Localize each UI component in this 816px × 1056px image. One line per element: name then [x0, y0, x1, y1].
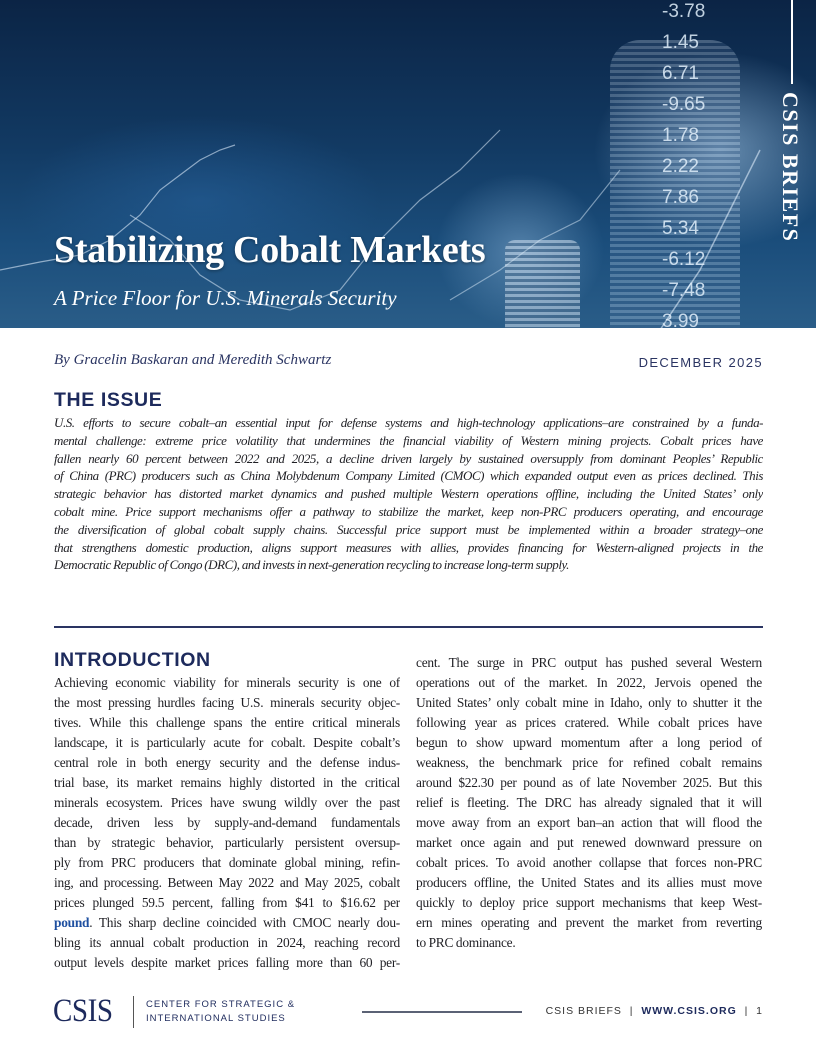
text-line: ern mines operating and prevent the mark… — [416, 915, 762, 930]
ticker-number: -6.12 — [662, 249, 706, 270]
text-line: bling its annual cobalt production in 20… — [54, 935, 400, 950]
ticker-number: 1.78 — [662, 125, 699, 146]
ticker-number: 6.71 — [662, 63, 699, 84]
ticker-number: -3.78 — [662, 1, 706, 22]
text-line: ply from PRC producers that dominate glo… — [54, 855, 400, 870]
ticker-number: -9.65 — [662, 94, 706, 115]
text-line: U.S. efforts to secure cobalt–an essenti… — [54, 415, 763, 430]
text-line: landscape, it is particularly acute for … — [54, 735, 400, 750]
page-title: Stabilizing Cobalt Markets — [54, 229, 486, 271]
hero-banner: -3.78 1.45 6.71 -9.65 1.78 2.22 7.86 5.3… — [0, 0, 816, 328]
text-line: producers offline, the United States and… — [416, 875, 762, 890]
page-subtitle: A Price Floor for U.S. Minerals Security — [54, 286, 397, 310]
text-line: relief is fleeting. The DRC has already … — [416, 795, 762, 810]
section-divider — [54, 626, 763, 628]
text-line: the most pressing hurdles facing U.S. mi… — [54, 695, 400, 710]
text-line: Achieving economic viability for mineral… — [54, 675, 400, 690]
separator: | — [625, 1005, 638, 1017]
logo-divider — [133, 996, 134, 1028]
pound-source-link[interactable]: pound — [54, 915, 90, 930]
issue-heading: THE ISSUE — [54, 389, 163, 411]
text-line: that strengthens domestic production, al… — [54, 539, 763, 555]
issue-summary: U.S. efforts to secure cobalt–an essenti… — [54, 414, 763, 574]
coin-stack-image — [610, 40, 740, 328]
text-line: of China (PRC) producers such as China M… — [54, 468, 763, 484]
ticker-number: 5.34 — [662, 218, 699, 239]
text-line: market once again and put renewed downwa… — [416, 835, 762, 850]
text-line: than by strategic behavior, particularly… — [54, 835, 400, 850]
text-line: ing, and processing. Between May 2022 an… — [54, 875, 400, 890]
introduction-left-column: Achieving economic viability for mineral… — [54, 673, 400, 973]
text-line: decade, driven less by supply-and-demand… — [54, 815, 400, 830]
text-line: mental challenge: extreme price volatili… — [54, 432, 763, 448]
text-line: to PRC dominance. — [416, 935, 516, 950]
text-line: cent. The surge in PRC output has pushed… — [416, 655, 762, 670]
text-line: move away from an export ban–an action t… — [416, 815, 762, 830]
text-line: central role in both energy security and… — [54, 755, 400, 770]
text-line: prices plunged 59.5 percent, falling fro… — [54, 895, 400, 910]
byline: By Gracelin Baskaran and Meredith Schwar… — [54, 352, 332, 368]
footer-rule — [362, 1011, 522, 1013]
ticker-number: 2.22 — [662, 156, 699, 177]
publication-date: DECEMBER 2025 — [638, 355, 763, 370]
text-line: strategic behavior has distorted market … — [54, 486, 763, 502]
text-line: around $22.30 per pound as of late Novem… — [416, 775, 762, 790]
text-fragment: . This sharp decline coincided with CMOC… — [89, 915, 400, 930]
introduction-right-column: cent. The surge in PRC output has pushed… — [416, 653, 762, 953]
market-chart-graphic — [0, 129, 761, 328]
introduction-heading: INTRODUCTION — [54, 649, 211, 671]
org-name-line: CENTER FOR STRATEGIC & — [146, 999, 296, 1010]
separator: | — [740, 1005, 753, 1017]
text-line: pound. This sharp decline coincided with… — [54, 913, 400, 933]
text-line: cobalt mine. Price support mechanisms of… — [54, 503, 763, 519]
text-line: begun to show upward momentum after a lo… — [416, 735, 762, 750]
footer-info: CSIS BRIEFS | WWW.CSIS.ORG | 1 — [546, 1005, 763, 1017]
ticker-number: 3.99 — [662, 311, 699, 328]
ticker-number: 1.45 — [662, 32, 699, 53]
series-label: CSIS BRIEFS — [778, 92, 803, 243]
text-line: Democratic Republic of Congo (DRC), and … — [54, 557, 569, 573]
text-line: minerals ecosystem. Prices have swung wi… — [54, 795, 400, 810]
text-line: operations out of the market. In 2022, J… — [416, 675, 762, 690]
org-name-line: INTERNATIONAL STUDIES — [146, 1013, 286, 1024]
org-name: CENTER FOR STRATEGIC & INTERNATIONAL STU… — [146, 998, 295, 1026]
website-link[interactable]: WWW.CSIS.ORG — [641, 1005, 737, 1017]
text-line: the diversification of global cobalt sup… — [54, 521, 763, 537]
csis-logo: CSIS — [53, 993, 113, 1029]
coin-stack-image — [505, 240, 580, 328]
text-line: tives. While this challenge spans the en… — [54, 715, 400, 730]
ticker-numbers: -3.78 1.45 6.71 -9.65 1.78 2.22 7.86 5.3… — [662, 0, 705, 328]
page-number: 1 — [756, 1005, 763, 1017]
text-line: cobalt prices. To avoid another collapse… — [416, 855, 762, 870]
text-line: output levels despite market prices fall… — [54, 955, 400, 970]
text-line: fallen nearly 60 percent between 2022 an… — [54, 450, 763, 466]
footer-series: CSIS BRIEFS — [545, 1005, 622, 1017]
brand-divider — [791, 0, 793, 84]
ticker-number: 7.86 — [662, 187, 699, 208]
text-line: trial base, its market remains highly di… — [54, 775, 400, 790]
text-line: United States’ only cobalt mine in Idaho… — [416, 695, 762, 710]
text-line: quickly to deploy price support mechanis… — [416, 895, 762, 910]
ticker-number: -7.48 — [662, 280, 706, 301]
text-line: following year as prices cratered. While… — [416, 715, 762, 730]
text-line: weakness, the benchmark price for refine… — [416, 755, 762, 770]
